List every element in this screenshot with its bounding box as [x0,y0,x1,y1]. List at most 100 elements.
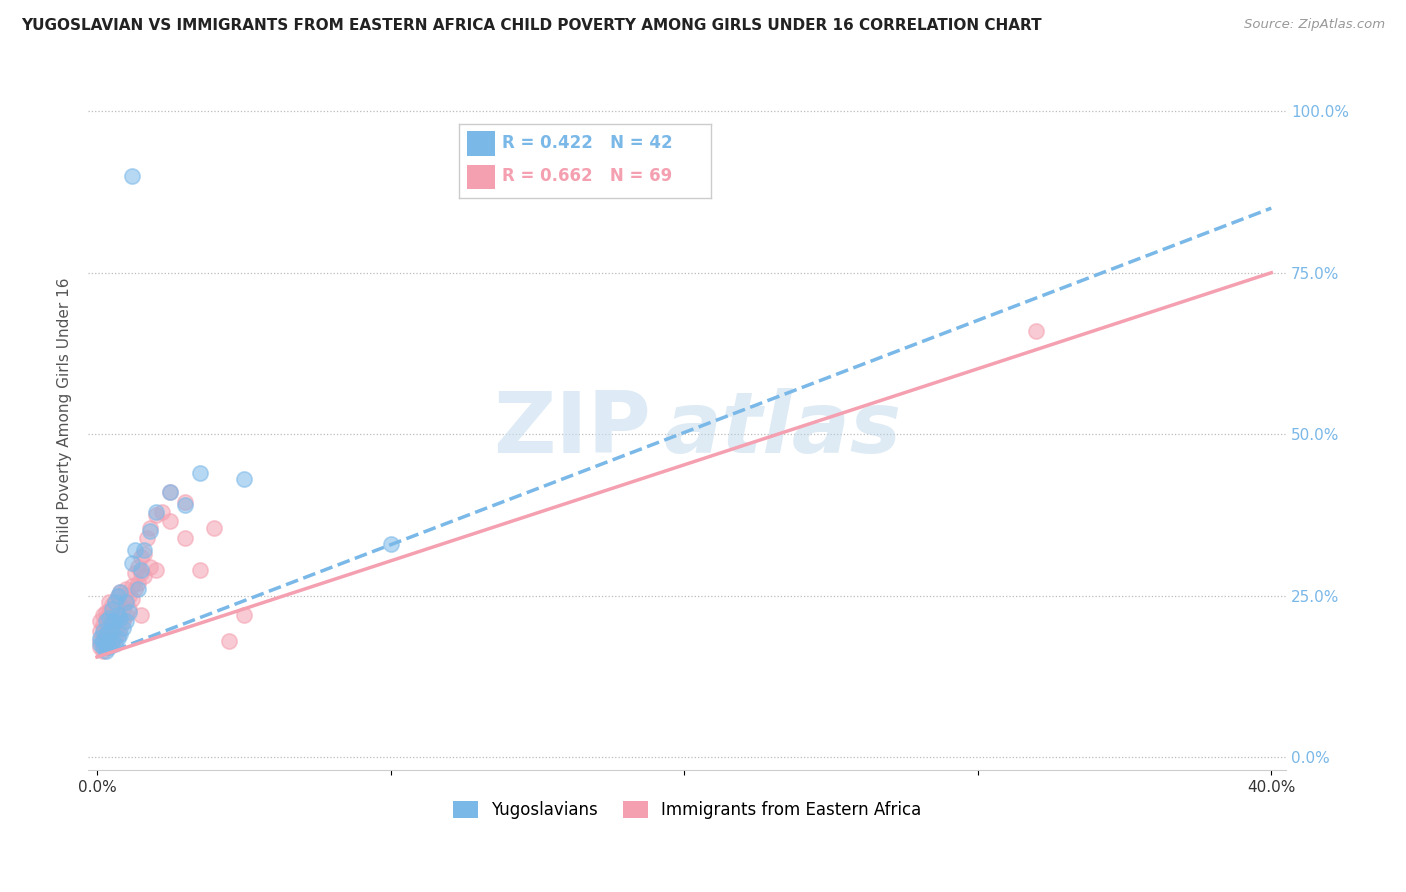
Point [139,521,162,535]
Text: YUGOSLAVIAN VS IMMIGRANTS FROM EASTERN AFRICA CHILD POVERTY AMONG GIRLS UNDER 16: YUGOSLAVIAN VS IMMIGRANTS FROM EASTERN A… [21,18,1042,33]
Point [91,627,114,641]
Text: atlas: atlas [664,387,901,470]
Point [103,631,125,645]
Point [127,582,149,597]
Point [100,624,122,639]
Point [380,537,402,551]
Point [127,559,149,574]
Point [91,643,114,657]
Point [97,605,120,619]
Point [97,637,120,651]
Point [97,624,120,639]
Point [139,524,162,538]
Point [89,633,111,648]
Point [91,640,114,655]
Point [110,585,132,599]
Point [112,621,135,635]
Point [89,624,111,639]
Point [94,640,117,655]
Point [145,563,167,577]
Point [159,485,181,500]
Point [91,617,114,632]
Point [97,624,120,639]
Point [89,637,111,651]
Point [107,631,129,645]
Point [145,508,167,522]
Point [94,637,117,651]
Point [174,531,197,545]
Point [174,498,197,512]
Point [132,547,155,561]
Point [94,643,117,657]
Point [232,472,254,486]
Point [94,611,117,625]
Point [89,615,111,629]
Point [118,605,141,619]
Point [124,543,146,558]
Point [218,633,240,648]
Point [97,595,120,609]
Point [91,633,114,648]
Point [115,582,138,597]
Point [97,640,120,655]
Point [100,637,122,651]
Point [100,601,122,615]
Point [110,611,132,625]
Point [127,575,149,590]
Point [135,531,157,545]
Point [139,559,162,574]
Point [110,621,132,635]
Point [107,627,129,641]
Y-axis label: Child Poverty Among Girls Under 16: Child Poverty Among Girls Under 16 [58,277,72,552]
Point [100,633,122,648]
Point [103,637,125,651]
Point [110,585,132,599]
Point [110,599,132,613]
Point [174,495,197,509]
Point [150,505,173,519]
Point [100,599,122,613]
Point [159,485,181,500]
Text: ZIP: ZIP [494,387,651,470]
Point [132,569,155,583]
Point [129,566,152,580]
Point [129,549,152,564]
Point [100,615,122,629]
Point [121,591,143,606]
Point [103,595,125,609]
Point [94,615,117,629]
Point [1025,324,1047,338]
Point [118,601,141,615]
Point [115,595,138,609]
Point [159,514,181,528]
Point [121,169,143,183]
Point [107,601,129,615]
Point [115,607,138,622]
Point [103,621,125,635]
Point [100,624,122,639]
Point [89,640,111,655]
Point [107,607,129,622]
Point [121,557,143,571]
Point [115,595,138,609]
Point [112,615,135,629]
Point [103,607,125,622]
Point [124,582,146,597]
Point [107,589,129,603]
Point [94,621,117,635]
Point [129,607,152,622]
Point [202,521,225,535]
Point [115,615,138,629]
Point [232,607,254,622]
Point [91,607,114,622]
Point [103,595,125,609]
Point [121,579,143,593]
Point [188,466,211,480]
Point [91,633,114,648]
Legend: Yugoslavians, Immigrants from Eastern Africa: Yugoslavians, Immigrants from Eastern Af… [446,794,928,826]
Point [97,615,120,629]
Point [97,611,120,625]
Point [94,631,117,645]
Point [145,505,167,519]
Point [100,611,122,625]
